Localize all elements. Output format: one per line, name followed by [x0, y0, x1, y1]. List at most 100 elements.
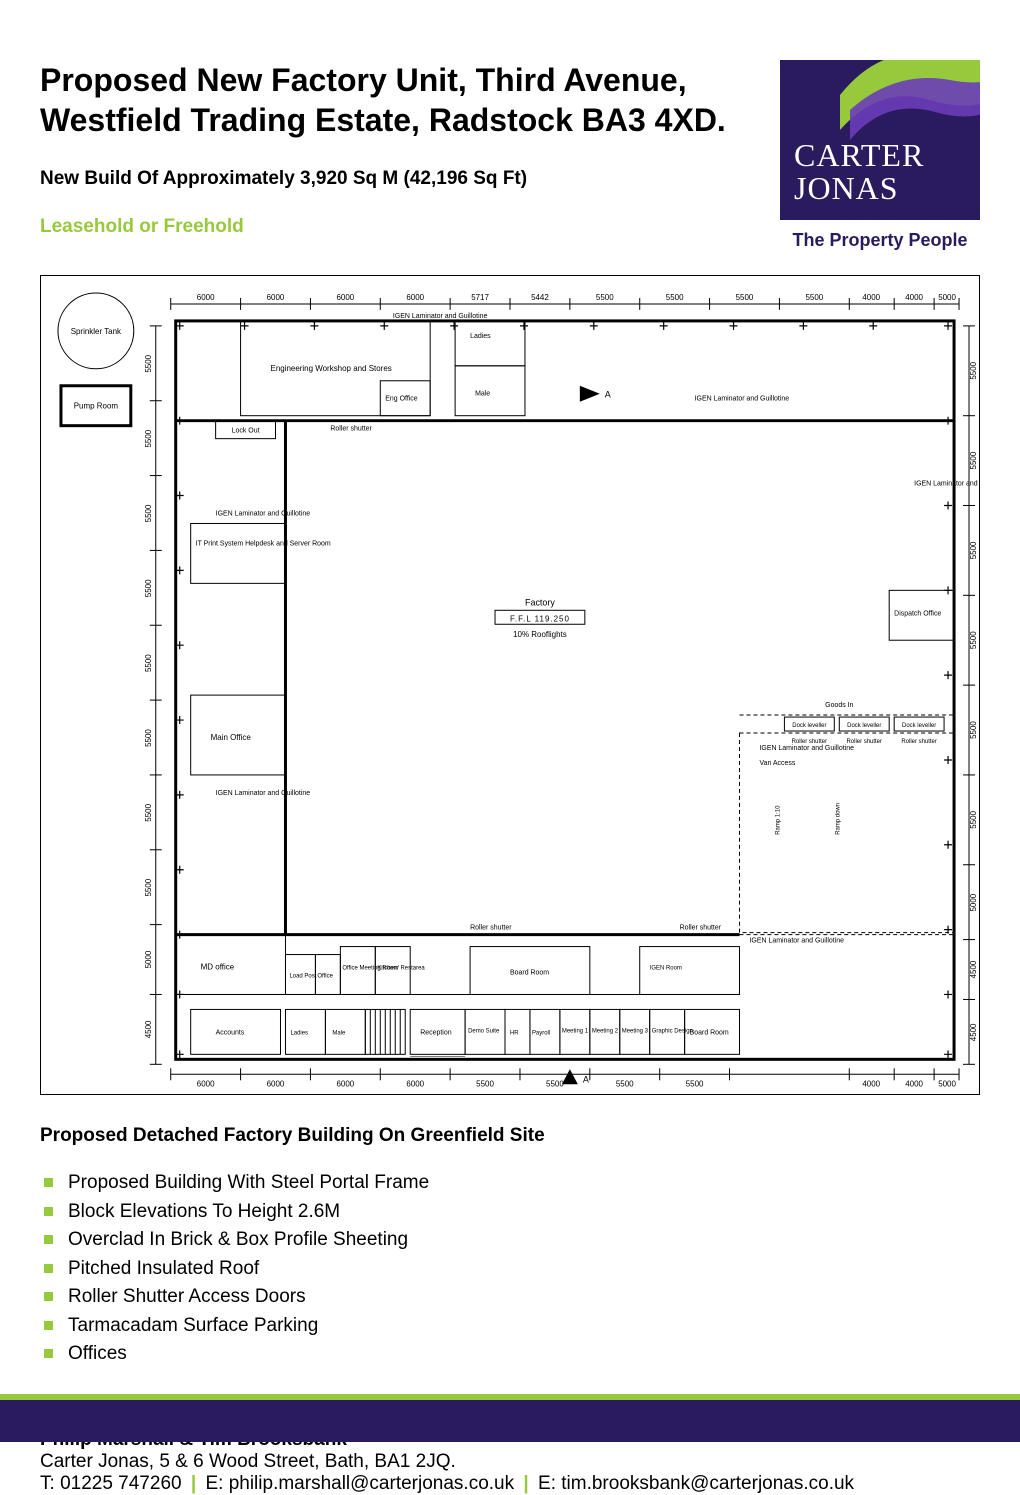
rooflights-label: 10% Rooflights: [513, 630, 567, 639]
dim-bot-4: 6000: [406, 1079, 424, 1088]
feature-item: Tarmacadam Surface Parking: [40, 1312, 980, 1341]
dim-top-1: 6000: [197, 293, 215, 302]
dim-bot-1: 6000: [197, 1079, 215, 1088]
ramp-label-1: Ramp 1:10: [775, 805, 781, 835]
arrow-a-top: A: [605, 390, 611, 400]
accounts-label: Accounts: [216, 1029, 245, 1036]
goods-in-label: Goods In: [825, 702, 853, 709]
dim-top-10: 5500: [805, 293, 823, 302]
roller-shutter-mid: Roller shutter: [470, 925, 512, 932]
meeting2-label: Meeting 2: [592, 1028, 619, 1034]
dim-r1: 5500: [969, 361, 978, 379]
dock-lev-3: Dock leveller: [902, 723, 936, 729]
contact-tel-email: T: 01225 747260 | E: philip.marshall@car…: [40, 1473, 980, 1495]
dim-r5: 5500: [969, 721, 978, 739]
dim-bot-2: 6000: [267, 1079, 285, 1088]
load-post-label: Load Post: [289, 973, 316, 979]
arrow-a-bottom: A: [583, 1074, 589, 1084]
logo-swoosh-icon: [840, 60, 980, 150]
dim-top-13: 5000: [938, 293, 956, 302]
office-label: Office: [317, 973, 333, 979]
fire-exit-bay: IGEN Laminator and Guillotine: [759, 745, 854, 752]
tel-value: 01225 747260: [60, 1473, 182, 1494]
dim-l8: 5500: [144, 878, 153, 896]
subtitle: New Build Of Approximately 3,920 Sq M (4…: [40, 168, 760, 190]
dim-bot-6: 5500: [546, 1079, 564, 1088]
dock-lev-2: Dock leveller: [847, 723, 881, 729]
dim-r4: 5500: [969, 631, 978, 649]
ladies-label: Ladies: [470, 333, 491, 340]
graphic-design-label: Graphic Design: [652, 1028, 693, 1034]
dim-bot-10: 4000: [905, 1079, 923, 1088]
feature-item: Block Elevations To Height 2.6M: [40, 1198, 980, 1227]
dim-top-5: 5717: [471, 293, 489, 302]
email-label-1: E:: [205, 1473, 223, 1494]
igen-room-label: Board Room: [510, 970, 549, 977]
feature-item: Pitched Insulated Roof: [40, 1255, 980, 1284]
dim-bot-7: 5500: [616, 1079, 634, 1088]
eng-office-label: Eng Office: [385, 396, 418, 403]
tel-label: T:: [40, 1473, 55, 1494]
ancillary-left: Sprinkler Tank Pump Room: [58, 293, 134, 426]
dim-l10: 4500: [144, 1020, 153, 1038]
main-building: Engineering Workshop and Stores Eng Offi…: [176, 313, 979, 1084]
pump-room-label: Pump Room: [74, 402, 119, 411]
sprinkler-tank-label: Sprinkler Tank: [71, 327, 121, 336]
roller-shutter-d3: Roller shutter: [901, 739, 937, 745]
meeting1-label: Meeting 1: [562, 1028, 589, 1034]
dim-r7: 5000: [969, 893, 978, 911]
logo-text-line2: JONAS: [794, 172, 966, 206]
fire-exit-upper-right: IGEN Laminator and Guillotine: [695, 396, 790, 403]
main-office-label: Main Office: [211, 733, 252, 742]
dim-l5: 5500: [144, 654, 153, 672]
dim-top-8: 5500: [666, 293, 684, 302]
igen-lam-label: IGEN Room: [650, 966, 682, 972]
engineering-workshop-label: Engineering Workshop and Stores: [271, 364, 392, 373]
feature-item: Proposed Building With Steel Portal Fram…: [40, 1169, 980, 1198]
floorplan: 6000 6000 6000 6000 5717 5442 5500 5500 …: [40, 275, 980, 1095]
contact-address: Carter Jonas, 5 & 6 Wood Street, Bath, B…: [40, 1451, 980, 1473]
board-room-label: Board Room: [690, 1029, 729, 1036]
fire-exit-left2: IGEN Laminator and Guillotine: [216, 790, 311, 797]
header: Proposed New Factory Unit, Third Avenue,…: [40, 60, 980, 251]
it-room-label: IT Print System Helpdesk and Server Room: [196, 540, 331, 547]
dim-l2: 5500: [144, 429, 153, 447]
roller-shutter-upper: Roller shutter: [330, 426, 372, 433]
dim-top-4: 6000: [406, 293, 424, 302]
payroll-label: Payroll: [532, 1030, 550, 1036]
fire-exit-left1: IGEN Laminator and Guillotine: [216, 510, 311, 517]
dim-l7: 5500: [144, 803, 153, 821]
dim-top-11: 4000: [862, 293, 880, 302]
dim-bot-5: 5500: [476, 1079, 494, 1088]
dim-top-7: 5500: [596, 293, 614, 302]
meeting3-label: Meeting 3: [622, 1028, 649, 1034]
dim-bot-3: 6000: [336, 1079, 354, 1088]
brand-logo: CARTER JONAS The Property People: [780, 60, 980, 251]
dim-r9: 4500: [969, 1023, 978, 1041]
dim-top-12: 4000: [905, 293, 923, 302]
male2-label: Male: [332, 1030, 346, 1036]
feature-item: Roller Shutter Access Doors: [40, 1283, 980, 1312]
email-label-2: E:: [538, 1473, 556, 1494]
page-title: Proposed New Factory Unit, Third Avenue,…: [40, 60, 760, 140]
separator-2: |: [519, 1473, 532, 1494]
dim-r8: 4500: [969, 960, 978, 978]
dim-bot-8: 5500: [686, 1079, 704, 1088]
kitchen-label: Kitchen/ Restarea: [377, 966, 425, 972]
dim-top-9: 5500: [736, 293, 754, 302]
ladies2-label: Ladies: [290, 1030, 308, 1036]
dim-top-3: 6000: [336, 293, 354, 302]
dim-r2: 5500: [969, 451, 978, 469]
email-2: tim.brooksbank@carterjonas.co.uk: [561, 1473, 854, 1494]
logo-tagline: The Property People: [780, 230, 980, 251]
dispatch-office-label: Dispatch Office: [894, 610, 941, 617]
factory-label: Factory: [525, 597, 555, 607]
features-list: Proposed Building With Steel Portal Fram…: [40, 1169, 980, 1369]
dock-lev-1: Dock leveller: [792, 723, 826, 729]
demo-suite-label: Demo Suite: [468, 1028, 500, 1034]
dim-r6: 5500: [969, 810, 978, 828]
ramp-label-2: Ramp down: [835, 803, 841, 835]
lock-out-label: Lock Out: [232, 428, 260, 435]
dim-top-2: 6000: [267, 293, 285, 302]
email-1: philip.marshall@carterjonas.co.uk: [229, 1473, 514, 1494]
